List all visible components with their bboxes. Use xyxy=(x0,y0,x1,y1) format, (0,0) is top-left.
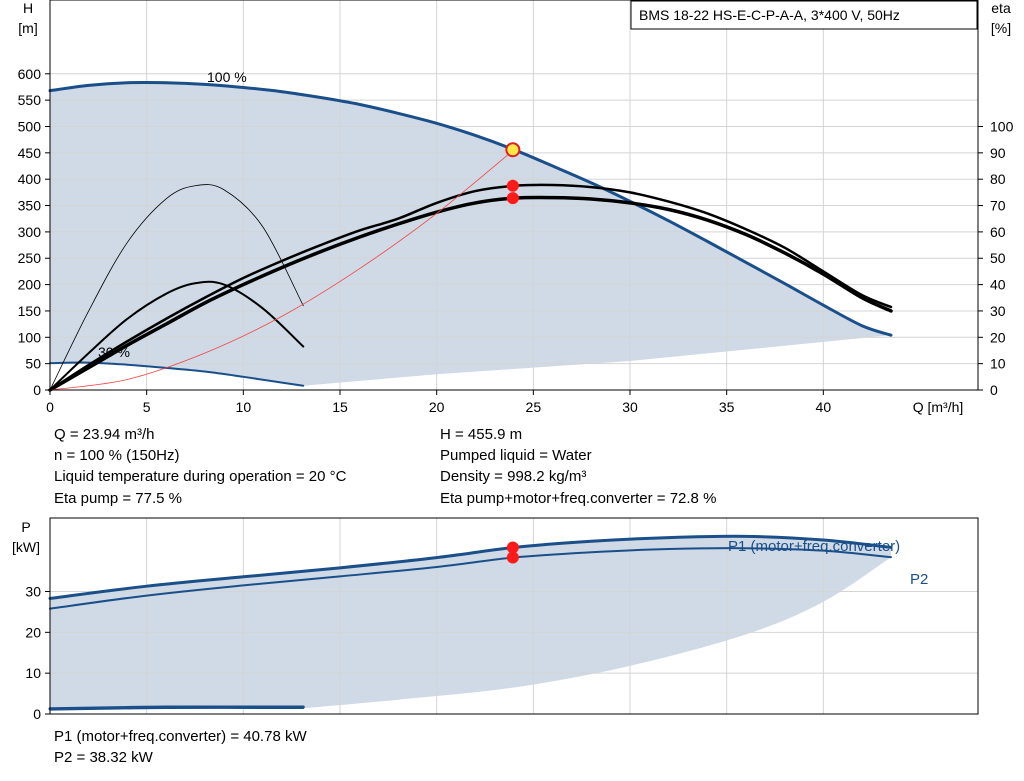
top-markers xyxy=(505,142,521,205)
x-tick-label: 25 xyxy=(526,399,542,415)
y-left-tick-label: 300 xyxy=(18,224,42,240)
p1-curve-label: P1 (motor+freq.converter) xyxy=(728,538,900,555)
info-eta-total: Eta pump+motor+freq.converter = 72.8 % xyxy=(440,490,716,507)
y-left-tick-label: 250 xyxy=(18,250,42,266)
eta-total-100-curve xyxy=(48,195,893,392)
y-right-tick-label: 30 xyxy=(990,303,1006,319)
x-axis-label: Q [m³/h] xyxy=(913,399,964,415)
x-tick-label: 15 xyxy=(332,399,348,415)
power-plot: 0 10 20 30 P [kW] P1 (motor+freq.converter)… xyxy=(12,517,979,722)
p1-30-curve xyxy=(48,705,305,711)
x-tick-label: 0 xyxy=(46,399,54,415)
chart-title: BMS 18-22 HS-E-C-P-A-A, 3*400 V, 50Hz xyxy=(639,7,900,23)
y-right-tick-label: 40 xyxy=(990,277,1006,293)
y-left-tick-label: 450 xyxy=(18,145,42,161)
y-left-tick-label: 400 xyxy=(18,171,42,187)
power-info: P1 (motor+freq.converter) = 40.78 kW P2 … xyxy=(54,728,307,766)
y-left-tick-label: 600 xyxy=(18,66,42,82)
x-tick-label: 20 xyxy=(429,399,445,415)
title-box xyxy=(630,0,978,30)
y-left-tick-label: 0 xyxy=(33,382,41,398)
annotation-100-percent: 100 % xyxy=(207,69,247,85)
y-right-tick-label: 100 xyxy=(990,118,1014,134)
right-axis-name: eta xyxy=(991,0,1011,16)
x-tick-label: 30 xyxy=(622,399,638,415)
eta-total-30-curve xyxy=(49,184,304,391)
top-series xyxy=(48,80,893,392)
y-right-tick-label: 50 xyxy=(990,250,1006,266)
annotation-30-percent: 30 % xyxy=(98,344,130,360)
eta-pump-100-curve xyxy=(48,183,893,392)
info-p2: P2 = 38.32 kW xyxy=(54,749,154,766)
left-axis-unit: [m] xyxy=(18,20,37,36)
top-plot-border xyxy=(49,0,979,391)
bottom-ticks: 0 10 20 30 xyxy=(25,584,50,722)
y-right-tick-label: 20 xyxy=(990,329,1006,345)
y-right-tick-label: 60 xyxy=(990,224,1006,240)
x-tick-label: 10 xyxy=(236,399,252,415)
power-axis-unit: [kW] xyxy=(12,539,40,555)
y-right-tick-label: 0 xyxy=(990,382,998,398)
y-right-tick-label: 90 xyxy=(990,145,1006,161)
p2-100-curve xyxy=(49,547,892,610)
operating-point-marker-2 xyxy=(506,192,519,205)
left-axis-name: H xyxy=(23,0,33,16)
power-tick-label: 30 xyxy=(25,584,41,600)
operating-point-marker-0 xyxy=(505,142,521,158)
right-axis-unit: [%] xyxy=(991,20,1011,36)
operating-point-info: Q = 23.94 m³/h n = 100 % (150Hz) Liquid … xyxy=(54,426,716,507)
eta-pump-30-curve xyxy=(49,280,305,391)
p2-30-curve xyxy=(49,707,305,711)
power-axis-name: P xyxy=(21,519,30,535)
operating-point-marker-1 xyxy=(506,179,519,192)
x-tick-label: 35 xyxy=(719,399,735,415)
power-tick-label: 0 xyxy=(33,706,41,722)
info-head: H = 455.9 m xyxy=(440,426,522,443)
bottom-series xyxy=(48,534,893,711)
info-p1: P1 (motor+freq.converter) = 40.78 kW xyxy=(54,728,307,745)
system-curve-curve xyxy=(49,149,515,391)
info-liquid: Pumped liquid = Water xyxy=(440,447,592,464)
bottom-markers xyxy=(506,541,519,564)
p2-curve-label: P2 xyxy=(910,571,928,588)
bottom-area-fill xyxy=(50,536,891,709)
y-left-tick-label: 550 xyxy=(18,92,42,108)
info-temperature: Liquid temperature during operation = 20… xyxy=(54,468,347,485)
y-left-tick-label: 350 xyxy=(18,198,42,214)
x-tick-label: 40 xyxy=(816,399,832,415)
y-left-tick-label: 200 xyxy=(18,277,42,293)
y-right-tick-label: 80 xyxy=(990,171,1006,187)
info-flow: Q = 23.94 m³/h xyxy=(54,426,154,443)
y-left-tick-label: 150 xyxy=(18,303,42,319)
power-tick-label: 10 xyxy=(25,665,41,681)
h-100-curve xyxy=(48,80,893,337)
p1-100-curve xyxy=(48,534,893,600)
info-density: Density = 998.2 kg/m³ xyxy=(440,468,586,485)
x-tick-label: 5 xyxy=(143,399,151,415)
y-right-tick-label: 10 xyxy=(990,356,1006,372)
y-right-tick-label: 70 xyxy=(990,198,1006,214)
y-left-tick-label: 500 xyxy=(18,118,42,134)
power-marker-1 xyxy=(506,551,519,564)
info-eta-pump: Eta pump = 77.5 % xyxy=(54,490,182,507)
power-marker-0 xyxy=(506,541,519,554)
top-area-fill xyxy=(50,82,891,386)
info-speed: n = 100 % (150Hz) xyxy=(54,447,180,464)
power-tick-label: 20 xyxy=(25,624,41,640)
top-ticks: 0 5 10 15 20 25 30 35 40050100150200250300350400… xyxy=(18,66,1014,415)
head-efficiency-plot: 0 5 10 15 20 25 30 35 40050100150200250300350400… xyxy=(18,0,1014,415)
bottom-operating-area xyxy=(50,536,891,709)
y-left-tick-label: 100 xyxy=(18,329,42,345)
y-left-tick-label: 50 xyxy=(25,356,41,372)
bottom-plot-border xyxy=(49,517,979,715)
top-operating-area xyxy=(50,82,891,386)
